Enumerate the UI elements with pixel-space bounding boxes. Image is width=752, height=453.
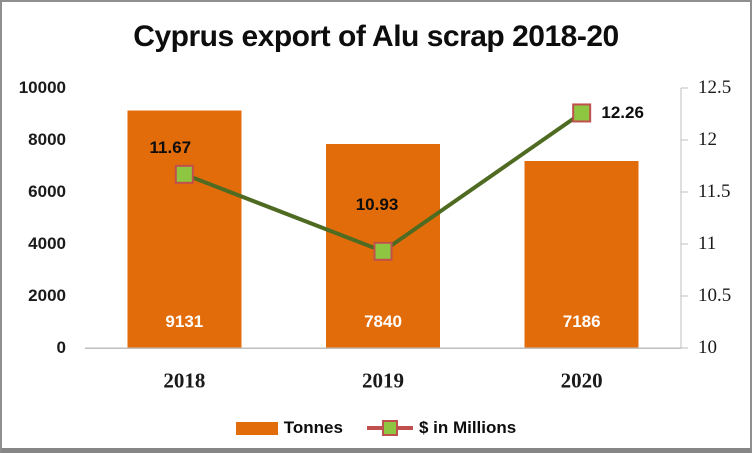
left-axis-tick-label: 0	[56, 338, 66, 357]
right-axis-tick-label: 12	[698, 129, 717, 150]
millions-marker-2019	[373, 241, 393, 261]
legend-marker-square-icon	[381, 420, 398, 436]
right-axis-tick-label: 12.5	[698, 77, 732, 98]
millions-marker-2020	[572, 103, 592, 123]
bar-2020	[524, 161, 639, 348]
legend-item-tonnes: Tonnes	[235, 418, 343, 438]
right-axis-tick-label: 10	[698, 337, 717, 358]
category-label-2020: 2020	[560, 368, 603, 393]
bar-value-label: 9131	[165, 312, 204, 331]
legend: Tonnes $ in Millions	[2, 415, 750, 441]
line-value-label: 11.67	[149, 138, 192, 158]
left-axis-tick-label: 6000	[28, 182, 66, 201]
right-axis-tick-label: 11.5	[698, 181, 731, 202]
legend-item-millions: $ in Millions	[366, 418, 517, 438]
category-label-2019: 2019	[362, 368, 404, 393]
line-value-label: 10.93	[355, 195, 399, 215]
bar-2018	[127, 110, 242, 349]
category-label-2018: 2018	[163, 368, 206, 393]
line-value-label: 12.26	[601, 102, 644, 122]
left-axis-tick-label: 4000	[28, 234, 66, 253]
chart-plot-area	[85, 87, 688, 349]
chart-title: Cyprus export of Alu scrap 2018-20	[133, 20, 619, 53]
legend-line-marker-icon	[366, 419, 413, 437]
left-axis-tick-label: 2000	[28, 286, 66, 305]
legend-tonnes-label: Tonnes	[283, 418, 343, 437]
bar-value-label: 7186	[562, 312, 601, 331]
bar-value-label: 7840	[364, 312, 402, 331]
millions-marker-2018	[174, 164, 194, 184]
legend-millions-label: $ in Millions	[418, 418, 517, 437]
right-axis-tick-label: 11	[698, 233, 717, 254]
right-axis-tick-label: 10.5	[698, 285, 732, 306]
left-axis-tick-label: 10000	[18, 78, 66, 97]
left-axis-tick-label: 8000	[28, 130, 66, 149]
legend-tonnes-swatch-icon	[235, 421, 278, 435]
